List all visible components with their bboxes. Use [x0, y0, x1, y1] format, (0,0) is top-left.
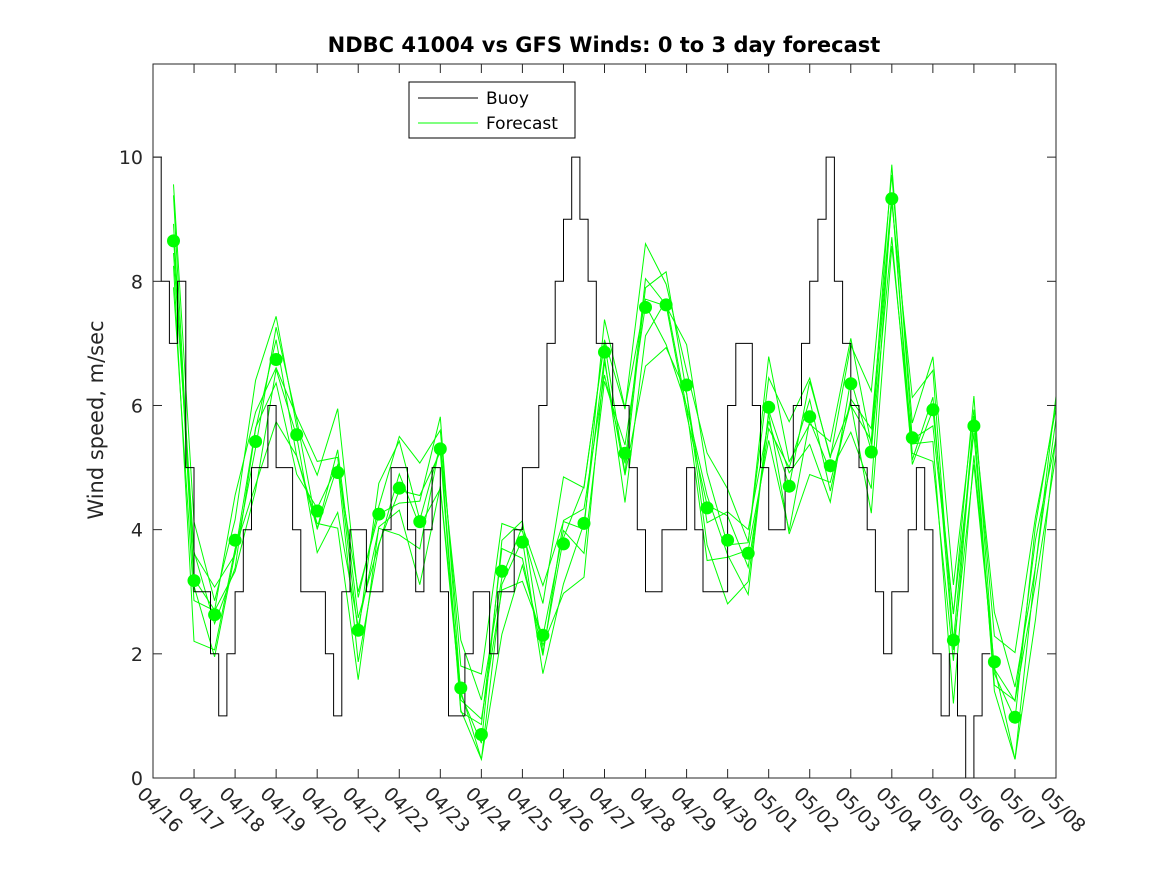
forecast-marker — [782, 479, 796, 493]
y-tick-label: 10 — [119, 147, 143, 169]
y-tick-label: 0 — [131, 768, 143, 790]
forecast-marker — [926, 403, 940, 417]
forecast-line-6 — [173, 223, 1056, 720]
forecast-marker — [659, 298, 673, 312]
forecast-marker — [721, 533, 735, 547]
legend: Buoy Forecast — [408, 81, 576, 139]
forecast-line-1 — [173, 195, 1056, 701]
forecast-marker — [864, 445, 878, 459]
forecast-marker — [167, 234, 180, 248]
forecast-marker — [187, 574, 201, 588]
forecast-marker — [639, 300, 652, 314]
forecast-marker — [413, 515, 427, 529]
forecast-marker — [372, 507, 386, 521]
y-tick-label: 4 — [131, 520, 143, 542]
forecast-marker — [433, 442, 447, 456]
forecast-marker — [905, 431, 919, 445]
legend-buoy-label: Buoy — [486, 89, 529, 109]
y-tick-label: 8 — [131, 271, 143, 293]
forecast-marker — [598, 345, 611, 359]
forecast-line-4 — [173, 245, 1056, 760]
forecast-line-3 — [173, 174, 1056, 675]
forecast-marker — [269, 353, 283, 366]
buoy-line — [153, 156, 991, 778]
legend-forecast-label: Forecast — [486, 114, 558, 134]
forecast-marker — [290, 428, 304, 442]
forecast-marker — [700, 501, 714, 515]
forecast-marker — [310, 504, 324, 518]
forecast-marker — [803, 410, 817, 424]
forecast-marker — [680, 378, 694, 392]
forecast-marker — [515, 535, 529, 549]
forecast-marker — [392, 481, 406, 495]
forecast-marker — [946, 633, 960, 647]
forecast-marker — [228, 533, 242, 547]
forecast-marker — [577, 516, 591, 530]
forecast-marker — [987, 655, 1001, 669]
forecast-line-5 — [173, 164, 1056, 744]
y-axis-label: Wind speed, m/sec — [84, 320, 108, 519]
chart-title: NDBC 41004 vs GFS Winds: 0 to 3 day fore… — [328, 33, 881, 57]
y-tick-label: 2 — [131, 644, 143, 666]
forecast-marker — [249, 435, 263, 448]
forecast-marker — [844, 377, 858, 391]
forecast-marker — [208, 608, 222, 622]
forecast-marker — [351, 623, 365, 637]
forecast-marker — [1008, 710, 1022, 724]
y-tick-label: 6 — [131, 395, 143, 417]
forecast-marker — [331, 466, 345, 479]
forecast-marker — [557, 537, 570, 551]
forecast-marker — [741, 546, 755, 560]
plot-area — [153, 156, 1056, 778]
forecast-marker — [823, 459, 837, 473]
forecast-marker — [474, 728, 488, 741]
forecast-marker — [618, 446, 632, 460]
forecast-marker — [454, 681, 468, 695]
forecast-marker — [885, 192, 899, 206]
legend-box — [408, 81, 576, 139]
plot-series-group — [153, 156, 1056, 778]
forecast-marker — [536, 628, 550, 642]
forecast-marker — [762, 400, 776, 414]
forecast-marker — [495, 564, 509, 578]
forecast-marker — [967, 419, 981, 433]
